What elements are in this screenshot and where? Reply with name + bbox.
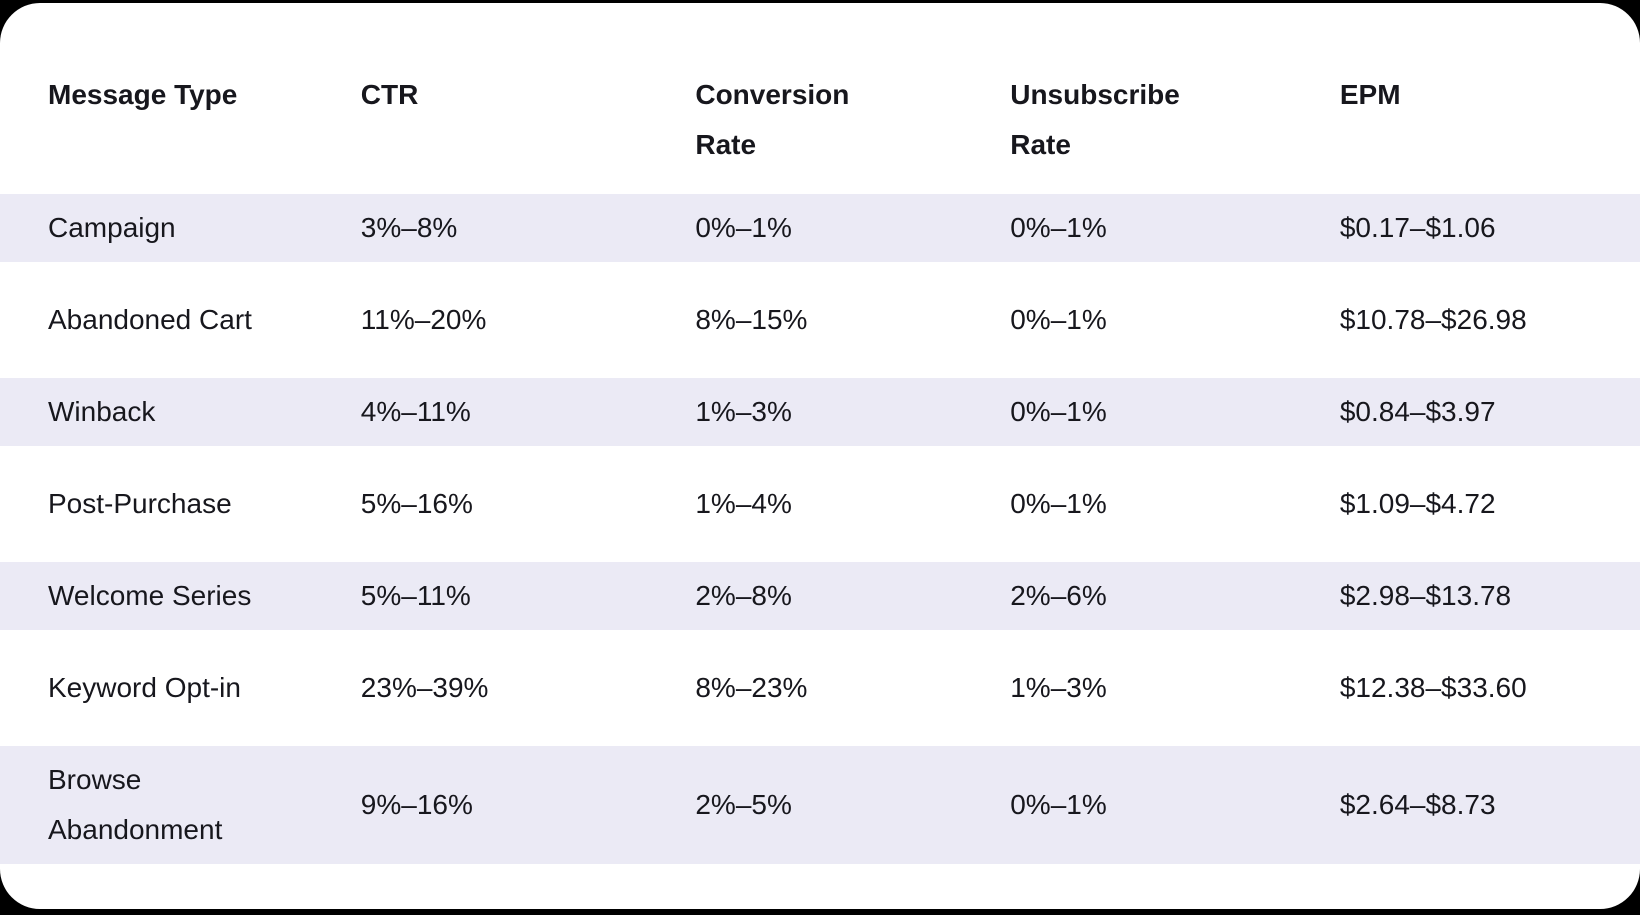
cell-text: $10.78–$26.98 — [1339, 304, 1527, 335]
cell-epm: $1.09–$4.72 — [1340, 470, 1640, 538]
cell-ctr: 3%–8% — [360, 194, 696, 262]
table-row: Abandoned Cart 11%–20% 8%–15% 0%–1% $10.78–$… — [0, 286, 1640, 354]
cell-ctr: 9%–16% — [360, 746, 696, 864]
column-header-label: EPM — [1339, 79, 1401, 110]
column-header-label: Conversion Rate — [695, 79, 850, 160]
column-header-label: CTR — [360, 79, 419, 110]
cell-epm: $12.38–$33.60 — [1340, 654, 1640, 722]
cell-message-type: Post-Purchase — [0, 470, 361, 538]
cell-ctr: 5%–16% — [361, 470, 696, 538]
table-row: Browse Abandonment 9%–16% 2%–5% 0%–1% $2.64–… — [0, 746, 1640, 864]
table-row: Post-Purchase 5%–16% 1%–4% 0%–1% $1.09–$4.72 — [0, 470, 1640, 538]
cell-text: 1%–4% — [695, 488, 792, 519]
cell-text: Keyword Opt-in — [48, 672, 241, 703]
cell-ctr: 23%–39% — [361, 654, 696, 722]
cell-text: 8%–15% — [695, 304, 808, 335]
cell-text: 2%–8% — [695, 580, 792, 611]
table-header: Message Type CTR Conversion Rate Unsubscrib… — [0, 70, 1640, 170]
cell-text: $0.17–$1.06 — [1339, 212, 1496, 243]
cell-epm: $0.84–$3.97 — [1339, 378, 1640, 446]
cell-text: 11%–20% — [360, 304, 487, 335]
table-row: Winback 4%–11% 1%–3% 0%–1% $0.84–$3.97 — [0, 378, 1640, 446]
cell-text: 0%–1% — [695, 212, 792, 243]
column-header-label: Unsubscribe Rate — [1010, 79, 1180, 160]
cell-message-type: Browse Abandonment — [0, 746, 361, 864]
cell-epm: $2.98–$13.78 — [1339, 562, 1640, 630]
cell-text: Campaign — [48, 212, 176, 243]
cell-unsubscribe-rate: 0%–1% — [1010, 378, 1340, 446]
message-metrics-table: Message Type CTR Conversion Rate Unsubscrib… — [0, 46, 1640, 888]
cell-text: $1.09–$4.72 — [1339, 488, 1496, 519]
cell-text: $12.38–$33.60 — [1339, 672, 1527, 703]
cell-conversion-rate: 2%–5% — [695, 746, 1011, 864]
cell-text: 5%–11% — [360, 580, 471, 611]
cell-ctr: 11%–20% — [361, 286, 696, 354]
cell-text: 1%–3% — [695, 396, 792, 427]
cell-text: 2%–5% — [695, 789, 792, 820]
cell-ctr: 5%–11% — [360, 562, 696, 630]
cell-text: 0%–1% — [1010, 789, 1107, 820]
table-row: Keyword Opt-in 23%–39% 8%–23% 1%–3% $12.38–$… — [0, 654, 1640, 722]
cell-text: $2.64–$8.73 — [1339, 789, 1496, 820]
cell-unsubscribe-rate: 1%–3% — [1010, 654, 1340, 722]
cell-epm: $0.17–$1.06 — [1339, 194, 1640, 262]
cell-text: 8%–23% — [695, 672, 808, 703]
cell-unsubscribe-rate: 0%–1% — [1010, 746, 1340, 864]
cell-text: $0.84–$3.97 — [1339, 396, 1496, 427]
column-header-message-type: Message Type — [0, 70, 361, 170]
cell-epm: $10.78–$26.98 — [1340, 286, 1640, 354]
cell-message-type: Welcome Series — [0, 562, 361, 630]
cell-conversion-rate: 8%–23% — [695, 654, 1010, 722]
cell-unsubscribe-rate: 2%–6% — [1010, 562, 1340, 630]
column-header-ctr: CTR — [361, 70, 696, 170]
cell-conversion-rate: 1%–4% — [695, 470, 1010, 538]
column-header-label: Message Type — [48, 79, 238, 110]
cell-text: 4%–11% — [360, 396, 471, 427]
cell-text: 0%–1% — [1010, 304, 1107, 335]
table-row: Welcome Series 5%–11% 2%–8% 2%–6% $2.98–$13.… — [0, 562, 1640, 630]
cell-conversion-rate: 2%–8% — [695, 562, 1011, 630]
cell-text: 5%–16% — [360, 488, 473, 519]
cell-text: 23%–39% — [360, 672, 489, 703]
cell-message-type: Abandoned Cart — [0, 286, 361, 354]
cell-ctr: 4%–11% — [360, 378, 696, 446]
table-body: Campaign 3%–8% 0%–1% 0%–1% $0.17–$1.06 Abando… — [0, 194, 1640, 864]
cell-text: Abandoned Cart — [48, 304, 252, 335]
cell-message-type: Winback — [0, 378, 361, 446]
metrics-card: Message Type CTR Conversion Rate Unsubscrib… — [0, 3, 1640, 909]
column-header-epm: EPM — [1340, 70, 1640, 170]
cell-text: Browse Abandonment — [48, 764, 223, 845]
cell-text: Welcome Series — [48, 580, 252, 611]
cell-conversion-rate: 0%–1% — [695, 194, 1011, 262]
cell-text: Winback — [48, 396, 156, 427]
cell-text: 2%–6% — [1010, 580, 1107, 611]
cell-conversion-rate: 8%–15% — [695, 286, 1010, 354]
cell-message-type: Keyword Opt-in — [0, 654, 361, 722]
header-row: Message Type CTR Conversion Rate Unsubscrib… — [0, 70, 1640, 170]
cell-text: 0%–1% — [1010, 212, 1107, 243]
cell-text: 3%–8% — [360, 212, 458, 243]
cell-unsubscribe-rate: 0%–1% — [1010, 286, 1340, 354]
cell-message-type: Campaign — [0, 194, 361, 262]
cell-unsubscribe-rate: 0%–1% — [1010, 470, 1340, 538]
cell-unsubscribe-rate: 0%–1% — [1010, 194, 1340, 262]
cell-text: 1%–3% — [1010, 672, 1107, 703]
table-row: Campaign 3%–8% 0%–1% 0%–1% $0.17–$1.06 — [0, 194, 1640, 262]
cell-epm: $2.64–$8.73 — [1339, 746, 1640, 864]
cell-text: $2.98–$13.78 — [1339, 580, 1512, 611]
cell-text: 0%–1% — [1010, 488, 1107, 519]
column-header-conversion-rate: Conversion Rate — [695, 70, 1010, 170]
cell-conversion-rate: 1%–3% — [695, 378, 1011, 446]
cell-text: Post-Purchase — [48, 488, 232, 519]
cell-text: 0%–1% — [1010, 396, 1107, 427]
column-header-unsubscribe-rate: Unsubscribe Rate — [1010, 70, 1340, 170]
cell-text: 9%–16% — [360, 789, 473, 820]
page-background: { "colors": { "page_bg": "#000000", "car… — [0, 3, 1640, 915]
